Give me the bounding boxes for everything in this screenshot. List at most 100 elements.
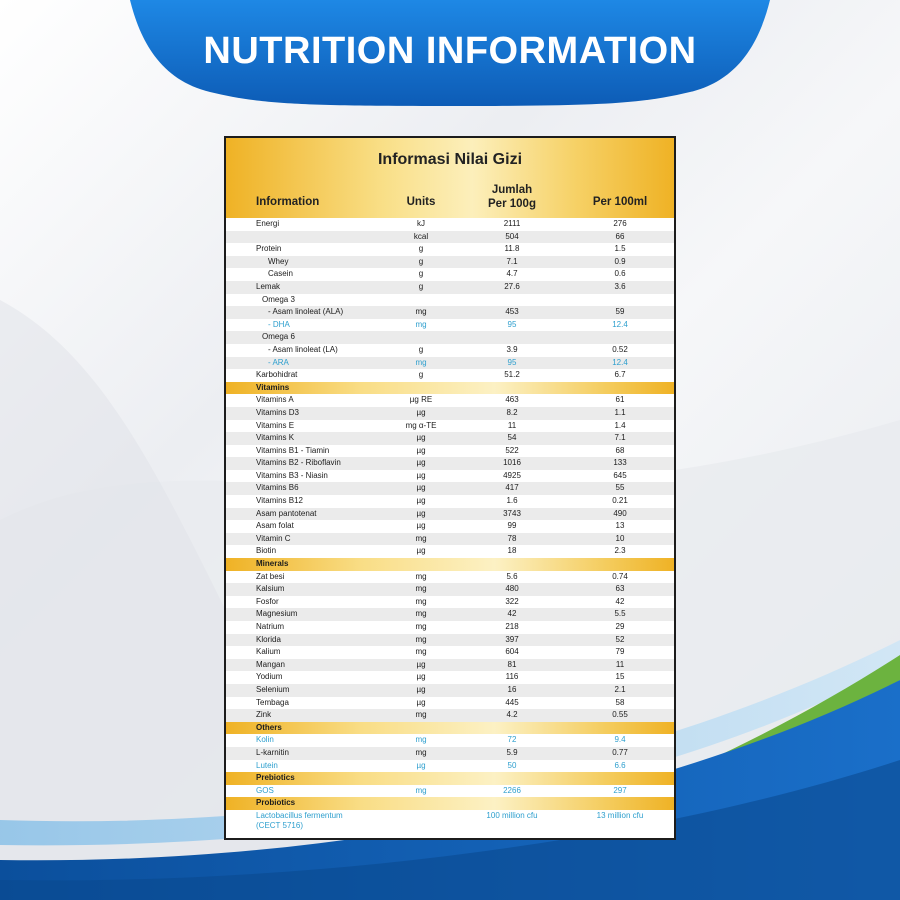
row-name: Omega 3 — [262, 294, 295, 304]
row-unit: µg — [416, 684, 426, 694]
table-row: Lutein µg 50 6.6 — [226, 760, 674, 773]
row-name: Vitamins E — [256, 420, 295, 430]
table-row: - DHA mg 95 12.4 — [226, 319, 674, 332]
section-label: Minerals — [256, 559, 289, 569]
table-body: Energi kJ 2111 276 kcal 504 66 Protein g 11.8 1.5 W… — [226, 218, 674, 834]
row-per100g: 5.9 — [506, 747, 518, 757]
row-per100ml: 5.5 — [614, 609, 626, 619]
table-row: Lactobacillus fermentum (CECT 5716) 100 mi… — [226, 810, 674, 834]
section-header: Probiotics — [226, 797, 674, 810]
row-name: Fosfor — [256, 596, 279, 606]
row-per100ml: 9.4 — [614, 735, 626, 745]
row-unit: mg — [415, 735, 427, 745]
row-name: - DHA — [268, 319, 290, 329]
row-unit: mg α-TE — [405, 420, 437, 430]
row-unit: g — [418, 370, 424, 380]
row-per100ml: 1.5 — [614, 244, 626, 254]
header-jumlah: Jumlah — [491, 184, 533, 196]
section-header: Others — [226, 721, 674, 735]
table-row: kcal 504 66 — [226, 230, 674, 244]
table-row: - Asam linoleat (ALA) mg 453 59 — [226, 306, 674, 319]
table-row: L-karnitin mg 5.9 0.77 — [226, 746, 674, 760]
table-row: Klorida mg 397 52 — [226, 633, 674, 647]
row-per100ml: 61 — [615, 395, 625, 405]
row-unit: g — [418, 244, 424, 254]
row-per100g: 116 — [505, 672, 519, 682]
row-per100g: 504 — [505, 231, 519, 241]
row-unit: µg — [416, 546, 426, 556]
row-unit: µg — [416, 496, 426, 506]
table-row: Selenium µg 16 2.1 — [226, 683, 674, 697]
row-per100g: 4.7 — [506, 269, 518, 279]
section-header: Vitamins — [226, 381, 674, 395]
table-row: Yodium µg 116 15 — [226, 671, 674, 684]
row-per100g: 42 — [507, 609, 517, 619]
table-row: Omega 3 — [226, 294, 674, 307]
row-per100g: 397 — [505, 634, 519, 644]
section-label: Vitamins — [256, 382, 290, 392]
row-per100g: 4925 — [503, 470, 521, 480]
row-per100ml: 1.4 — [614, 420, 626, 430]
table-row: Mangan µg 81 11 — [226, 658, 674, 672]
row-unit: g — [418, 344, 424, 354]
row-name: Natrium — [256, 622, 285, 631]
row-name: Vitamins K — [256, 433, 295, 443]
row-per100g: 72 — [507, 735, 517, 745]
row-unit: mg — [415, 319, 427, 329]
row-per100g: 27.6 — [504, 281, 520, 291]
row-name: Asam pantotenat — [256, 508, 317, 518]
row-per100ml: 59 — [615, 307, 625, 317]
row-name: Lactobacillus fermentum (CECT 5716) — [256, 810, 343, 830]
banner-title: NUTRITION INFORMATION — [203, 30, 697, 72]
header-per100g: Per 100g — [488, 198, 536, 210]
table-row: Kalium mg 604 79 — [226, 646, 674, 659]
table-row: Vitamins A µg RE 463 61 — [226, 394, 674, 407]
row-per100ml: 10 — [615, 533, 625, 543]
row-per100g: 81 — [507, 659, 517, 669]
row-name: Magnesium — [256, 609, 298, 619]
row-name: Energi — [256, 219, 280, 228]
row-unit: mg — [415, 307, 427, 317]
table-row: - Asam linoleat (LA) g 3.9 0.52 — [226, 344, 674, 357]
row-per100ml: 276 — [613, 219, 627, 228]
row-unit: mg — [415, 622, 427, 631]
row-per100g: 50 — [507, 760, 517, 770]
row-unit: µg — [416, 760, 426, 770]
row-per100ml: 0.6 — [614, 269, 626, 279]
row-per100ml: 0.52 — [612, 344, 628, 354]
row-per100g: 2266 — [503, 785, 521, 795]
header-information: Information — [256, 196, 320, 208]
row-per100g: 5.6 — [506, 571, 518, 581]
row-per100ml: 58 — [615, 697, 625, 707]
row-name: Vitamins B2 - Riboflavin — [256, 458, 341, 468]
row-per100g: 7.1 — [506, 256, 518, 266]
row-name: Vitamins B1 - Tiamin — [256, 445, 330, 455]
row-name: Casein — [268, 269, 293, 279]
row-per100g: 453 — [505, 307, 519, 317]
table-title: Informasi Nilai Gizi — [377, 151, 523, 168]
row-name: Vitamin C — [256, 533, 291, 543]
row-per100g: 51.2 — [504, 370, 520, 380]
row-unit: g — [418, 281, 424, 291]
table-row: Vitamins K µg 54 7.1 — [226, 432, 674, 445]
row-per100ml: 6.6 — [614, 760, 626, 770]
row-unit: mg — [415, 357, 427, 367]
row-per100ml: 0.77 — [612, 747, 628, 757]
row-unit: µg — [416, 672, 426, 682]
row-per100g: 2111 — [503, 219, 521, 228]
row-per100g: 522 — [505, 445, 519, 455]
row-per100ml: 0.55 — [612, 710, 628, 720]
row-per100ml: 1.1 — [614, 407, 626, 417]
table-row: Fosfor mg 322 42 — [226, 596, 674, 609]
row-unit: mg — [415, 533, 427, 543]
row-per100ml: 7.1 — [614, 433, 626, 443]
row-per100g: 3743 — [503, 508, 521, 518]
row-per100ml: 3.6 — [614, 281, 626, 291]
row-per100ml: 52 — [615, 634, 625, 644]
section-label: Probiotics — [256, 798, 296, 808]
table-row: Asam pantotenat µg 3743 490 — [226, 507, 674, 521]
table-row: Zink mg 4.2 0.55 — [226, 709, 674, 722]
row-name: Asam folat — [256, 521, 294, 531]
row-per100ml: 68 — [615, 445, 625, 455]
row-unit: µg — [416, 470, 426, 480]
